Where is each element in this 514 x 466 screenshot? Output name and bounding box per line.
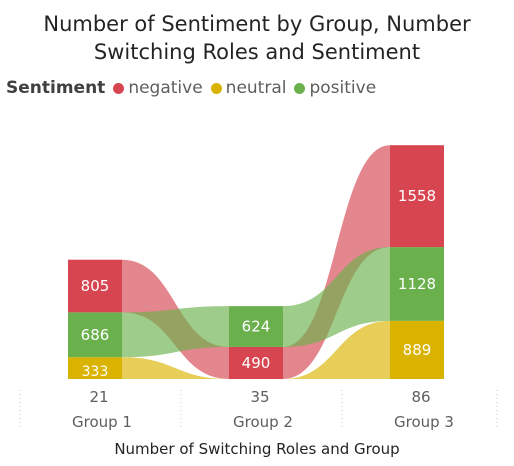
data-label-positive-group-3: 1128 [398,275,436,293]
data-label-positive-group-1: 686 [81,326,110,344]
data-label-negative-group-2: 490 [242,354,271,372]
data-label-neutral-group-1: 333 [82,364,109,380]
legend-dot-negative [113,82,125,94]
data-label-negative-group-1: 805 [81,277,110,295]
x-tick-value-3: 86 [411,388,430,406]
legend-label-positive: positive [309,78,377,98]
data-label-negative-group-3: 1558 [398,187,436,205]
legend-item-positive[interactable]: positive [294,78,376,98]
x-tick-group-1: Group 1 [72,413,132,431]
data-label-positive-group-2: 624 [242,318,271,336]
legend-heading: Sentiment [6,78,106,98]
chart-title-line-2: Switching Roles and Sentiment [93,40,421,64]
legend-dot-positive [294,82,306,94]
bar-neutral-group-3 [390,320,444,379]
ribbon-neutral-1-2 [122,357,229,379]
bar-positive-group-1 [68,312,122,358]
bar-neutral-group-1 [68,357,122,379]
ribbon-positive-2-3 [283,247,390,347]
legend-dot-neutral [210,82,222,94]
bar-positive-group-2 [229,306,283,347]
chart-title: Number of Sentiment by Group, Number Swi… [0,10,514,66]
bar-positive-group-3 [390,247,444,321]
legend-item-negative[interactable]: negative [113,78,203,98]
legend-label-neutral: neutral [225,78,287,98]
ribbons [122,145,390,379]
legend-item-neutral[interactable]: neutral [210,78,287,98]
ribbon-positive-1-2 [122,306,229,358]
x-tick-value-1: 21 [89,388,108,406]
legend: Sentiment negative neutral positive [6,76,384,100]
ribbon-neutral-2-3 [283,320,390,379]
x-tick-group-2: Group 2 [233,413,293,431]
x-tick-group-3: Group 3 [394,413,454,431]
ribbon-negative-2-3 [283,145,390,379]
legend-label-negative: negative [128,78,203,98]
bar-negative-group-3 [390,145,444,248]
data-label-neutral-group-3: 889 [403,341,432,359]
bar-negative-group-1 [68,259,122,313]
x-axis-title: Number of Switching Roles and Group [114,440,400,458]
bar-negative-group-2 [229,346,283,379]
chart-title-line-1: Number of Sentiment by Group, Number [43,12,471,36]
x-tick-value-2: 35 [250,388,269,406]
